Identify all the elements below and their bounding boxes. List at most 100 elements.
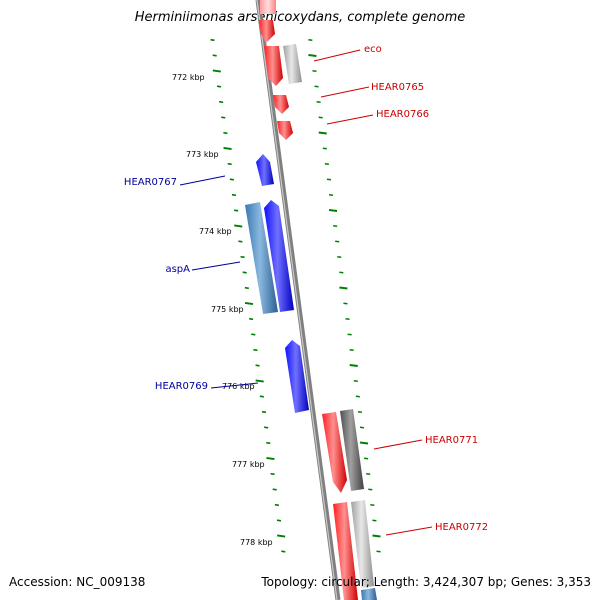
tick-mark-left [276,519,282,522]
feature-partial-pink [260,0,276,14]
tick-mark-left [231,193,237,197]
accession-text: Accession: NC_009138 [9,575,146,589]
tick-mark-right [339,271,344,274]
tick-mark-right [345,317,350,321]
tick-mark-right [376,550,381,553]
tick-mark-left [253,348,258,352]
tick-mark-right [314,85,319,88]
tick-mark-right [368,488,373,491]
tick-mark-right [349,348,354,352]
tick-mark-right [328,208,338,213]
tick-mark-left [266,456,275,461]
tick-label-773: 773 kbp [186,150,219,159]
tick-mark-right [318,131,327,135]
tick-mark-right [343,302,348,305]
gene-hear0766-arrow [277,121,293,140]
tick-label-778: 778 kbp [240,538,273,547]
map-title: Herminiimonas arsenicoxydans, complete g… [134,10,466,25]
tick-mark-right [370,503,375,507]
gene-hear0767-arrow [256,154,274,186]
feature-partial-steel [361,588,377,600]
tick-label-777: 777 kbp [232,460,265,469]
tick-mark-left [223,146,232,151]
tick-mark-right [328,193,334,197]
tick-mark-left [259,395,264,398]
tick-mark-right [359,426,365,429]
tick-mark-left [216,85,222,88]
tick-mark-right [357,410,363,414]
tick-mark-right [318,116,323,119]
gene-label-aspA[interactable]: aspA [165,264,190,275]
gene-eco-arrow [264,46,283,86]
gene-label-hear0772[interactable]: HEAR0772 [435,522,488,533]
genome-backbone-highlight [256,0,338,600]
tick-mark-right [349,363,358,368]
tick-mark-left [234,209,239,212]
tick-mark-right [335,240,340,243]
feature-partial-red [259,20,275,43]
leader-aspA [191,261,241,271]
tick-mark-left [261,410,267,414]
gene-label-hear0771[interactable]: HEAR0771 [425,435,478,446]
tick-marks-left [210,38,286,553]
tick-mark-right [337,255,342,259]
tick-mark-left [274,503,279,507]
tick-mark-left [227,162,232,166]
gene-label-hear0769[interactable]: HEAR0769 [155,381,208,392]
tick-mark-right [308,38,313,42]
gene-hear0771-arrow [322,412,347,493]
tick-mark-left [266,441,271,445]
gene-eco-homolog-bar [283,44,302,84]
tick-mark-left [229,178,234,181]
gene-aspA-arrow [264,200,294,312]
tick-mark-left [255,364,260,367]
tick-mark-left [264,426,269,429]
tick-mark-left [221,116,226,119]
genome-backbone [255,0,341,600]
tick-mark-right [372,519,377,522]
tick-mark-right [308,53,317,58]
gene-hear0771-homolog-bar [340,409,364,491]
tick-mark-right [372,534,381,538]
leader-hear0767 [179,175,226,186]
leader-hear0771 [373,439,423,450]
tick-mark-right [339,286,348,290]
tick-mark-left [255,379,264,383]
tick-mark-right [355,395,360,398]
tick-mark-right [347,333,352,336]
tick-mark-right [316,100,321,104]
tick-mark-right [364,457,369,460]
tick-mark-right [366,472,371,476]
tick-mark-left [223,131,228,135]
leader-hear0766 [326,114,374,125]
tick-label-772: 772 kbp [172,73,205,82]
tick-mark-right [326,178,332,181]
leader-hear0772 [385,526,433,536]
tick-mark-left [210,38,215,42]
gene-hear0772-homolog-bar [351,500,374,588]
tick-mark-left [249,317,254,321]
tick-mark-right [324,162,329,166]
tick-marks-right [308,38,381,553]
tick-mark-left [242,271,247,274]
tick-mark-right [359,441,369,445]
tick-mark-left [212,69,221,73]
tick-label-774: 774 kbp [199,227,232,236]
topology-text: Topology: circular; Length: 3,424,307 bp… [261,575,591,589]
leader-hear0765 [320,86,370,98]
tick-mark-left [277,534,286,538]
gene-label-hear0765[interactable]: HEAR0765 [371,82,424,93]
tick-label-776: 776 kbp [222,382,255,391]
gene-label-hear0766[interactable]: HEAR0766 [376,109,429,120]
tick-mark-left [244,286,249,290]
tick-mark-left [270,472,275,476]
gene-hear0772-arrow [333,502,358,600]
gene-label-hear0767[interactable]: HEAR0767 [124,177,177,188]
tick-mark-right [322,147,327,150]
leader-hear0769 [210,382,259,389]
tick-mark-left [240,255,245,259]
tick-mark-left [212,54,217,57]
gene-label-eco[interactable]: eco [364,44,382,55]
tick-mark-left [234,224,243,228]
